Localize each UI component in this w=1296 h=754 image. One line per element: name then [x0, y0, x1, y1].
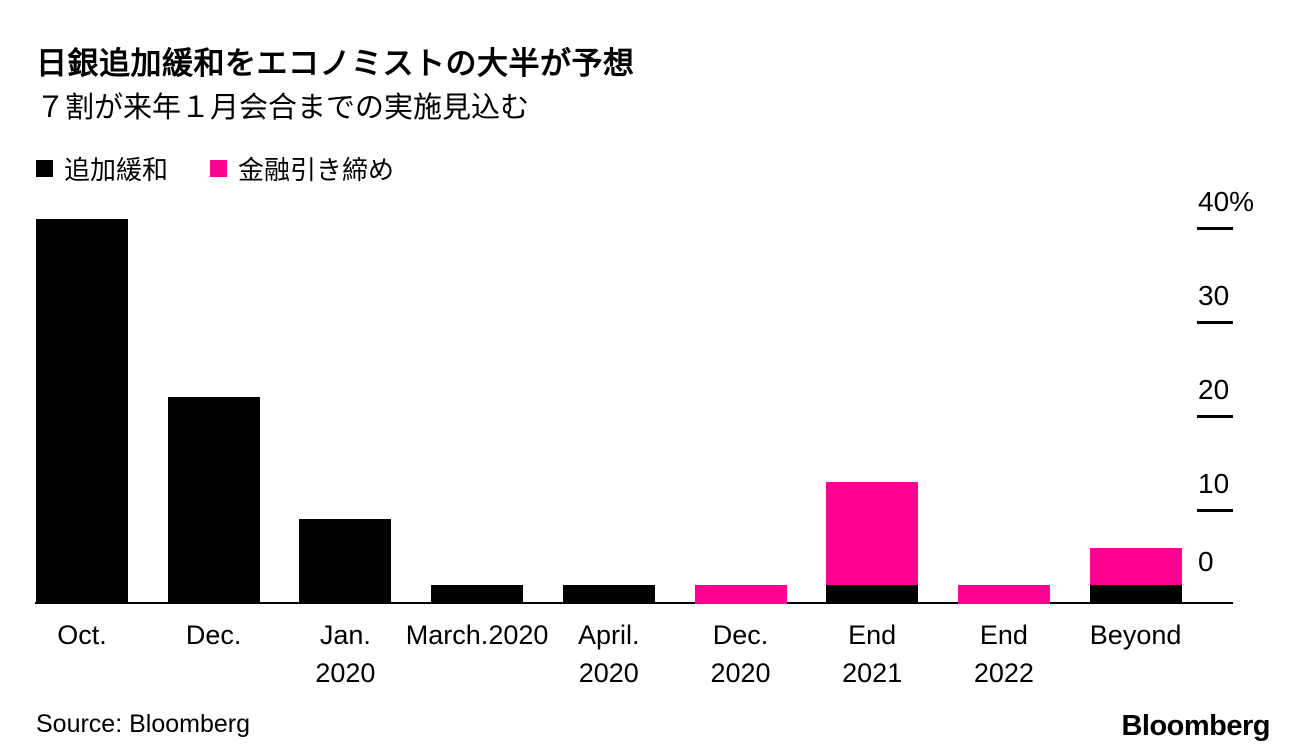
x-axis-tick-label: Beyond [1089, 620, 1182, 650]
y-axis-tick-mark [1197, 509, 1233, 513]
x-axis-tick-label: Dec. [185, 620, 242, 650]
legend-item: 追加緩和 [36, 150, 168, 187]
y-axis-tick-mark [1197, 227, 1233, 231]
source-note: Source: Bloomberg [36, 710, 251, 738]
bar-segment [826, 585, 919, 604]
bar-segment [431, 585, 524, 604]
bar-segment [299, 519, 392, 604]
y-axis-tick-label: 0 [1198, 546, 1214, 577]
y-axis-tick-mark [1197, 321, 1233, 325]
legend-swatch-icon [36, 160, 53, 177]
bar-segment [957, 585, 1050, 604]
x-axis-tick-label: End 2022 [973, 620, 1034, 688]
x-axis-tick-label: End 2021 [842, 620, 903, 688]
bar-segment [562, 585, 655, 604]
bar-segment [36, 219, 128, 604]
legend-label: 追加緩和 [64, 155, 169, 185]
legend-item: 金融引き締め [210, 150, 394, 187]
bloomberg-logo: Bloomberg [1121, 710, 1270, 742]
x-axis-tick-label: Jan. 2020 [315, 620, 376, 688]
legend-label: 金融引き締め [238, 155, 395, 185]
bar-segment [1089, 547, 1182, 586]
chart-subtitle: ７割が来年１月会合までの実施見込む [36, 92, 530, 124]
x-axis-tick-label: Dec. 2020 [710, 620, 771, 688]
y-axis-tick-label: 10 [1198, 468, 1230, 500]
y-axis-tick-label: 40% [1198, 186, 1255, 218]
y-axis-tick-label: 30 [1198, 280, 1230, 312]
bar-segment [826, 481, 919, 586]
legend: 追加緩和 金融引き締め [36, 150, 394, 187]
bar-segment [694, 585, 787, 604]
y-axis-tick-label: 20 [1198, 374, 1230, 406]
bar-segment [167, 397, 260, 604]
x-axis-tick-label: March.2020 [405, 620, 549, 650]
x-axis-tick-label: Oct. [57, 620, 107, 650]
chart-title: 日銀追加緩和をエコノミストの大半が予想 [36, 46, 635, 81]
bar-segment [1089, 585, 1182, 604]
y-axis-tick-mark [1197, 415, 1233, 419]
legend-swatch-icon [210, 160, 228, 177]
x-axis-tick-label: April. 2020 [578, 620, 640, 688]
